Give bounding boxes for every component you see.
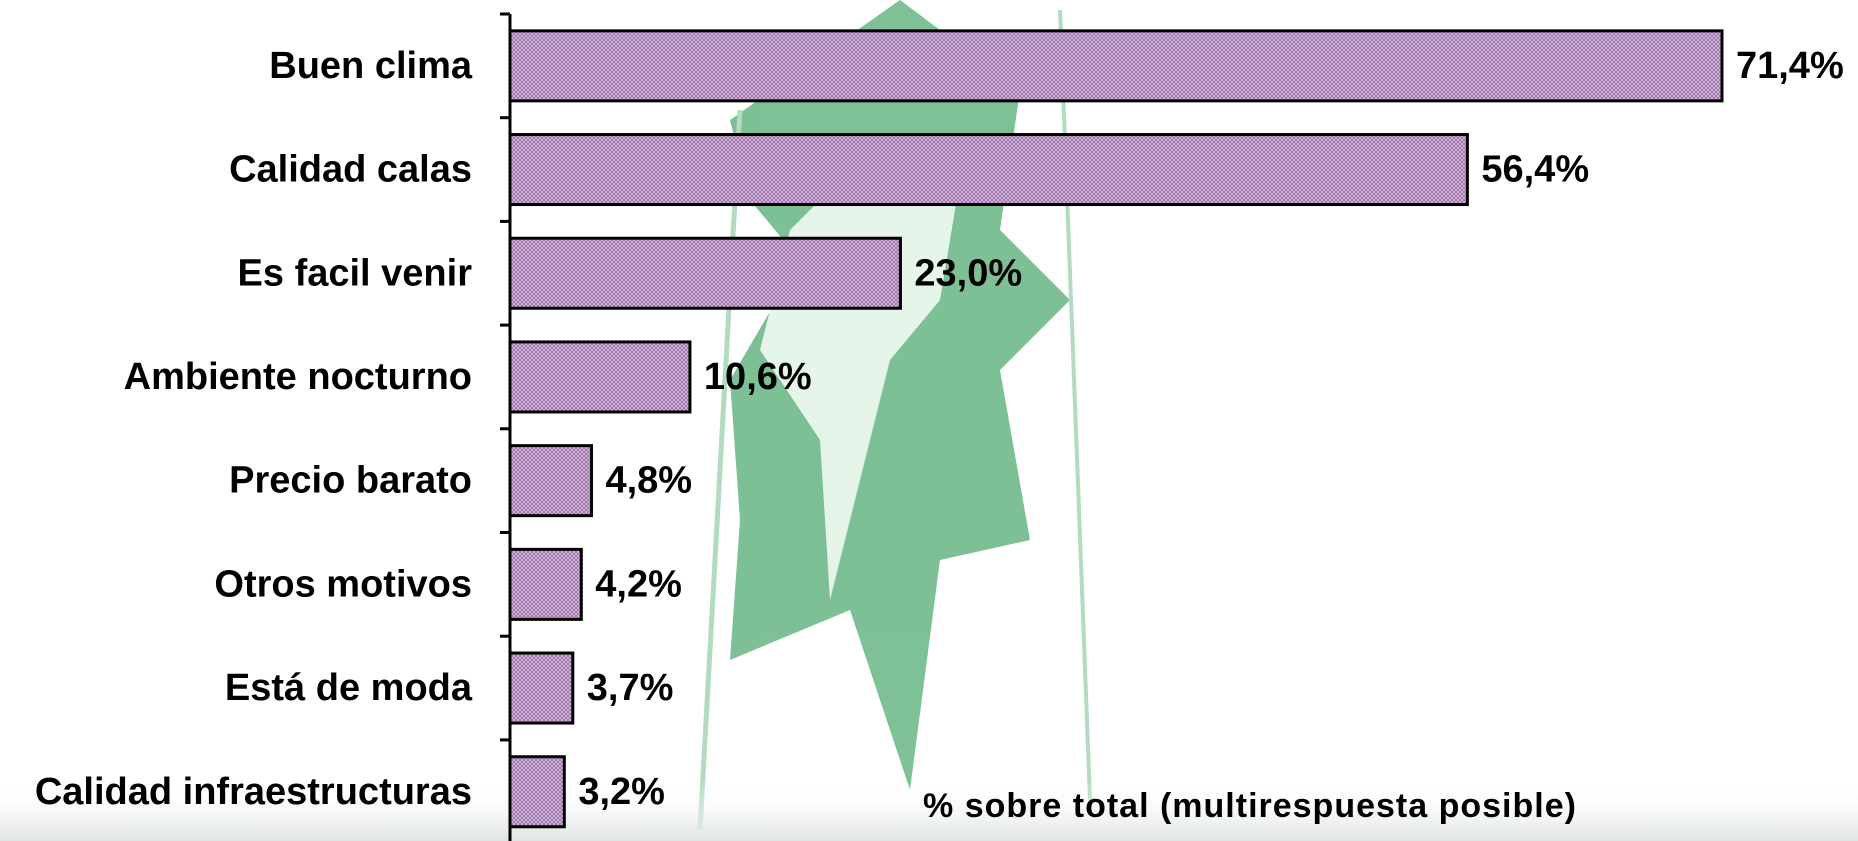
value-label: 23,0% [914,252,1022,294]
category-label: Ambiente nocturno [124,356,472,398]
value-label: 3,7% [587,667,674,709]
bar [508,755,566,829]
annotation: % sobre total (multirespuesta posible) [923,787,1577,825]
bar [508,29,1724,103]
bar [508,236,902,310]
value-label: 4,8% [605,460,692,502]
category-label: Está de moda [225,667,473,709]
category-label: Calidad calas [229,149,472,191]
bar [508,547,583,621]
category-label: Calidad infraestructuras [35,771,472,813]
value-label: 4,2% [595,563,682,605]
bar [508,444,593,518]
value-label: 56,4% [1481,149,1589,191]
value-label: 10,6% [704,356,812,398]
value-label: 3,2% [578,771,665,813]
category-label: Buen clima [269,45,473,87]
category-label: Otros motivos [214,563,472,605]
bar [508,340,692,414]
value-label: 71,4% [1736,45,1844,87]
bar [508,133,1469,207]
bar [508,651,575,725]
bottom-shade [0,780,1858,841]
category-label: Precio barato [229,460,472,502]
category-label: Es facil venir [238,252,473,294]
watermark [697,0,1092,831]
